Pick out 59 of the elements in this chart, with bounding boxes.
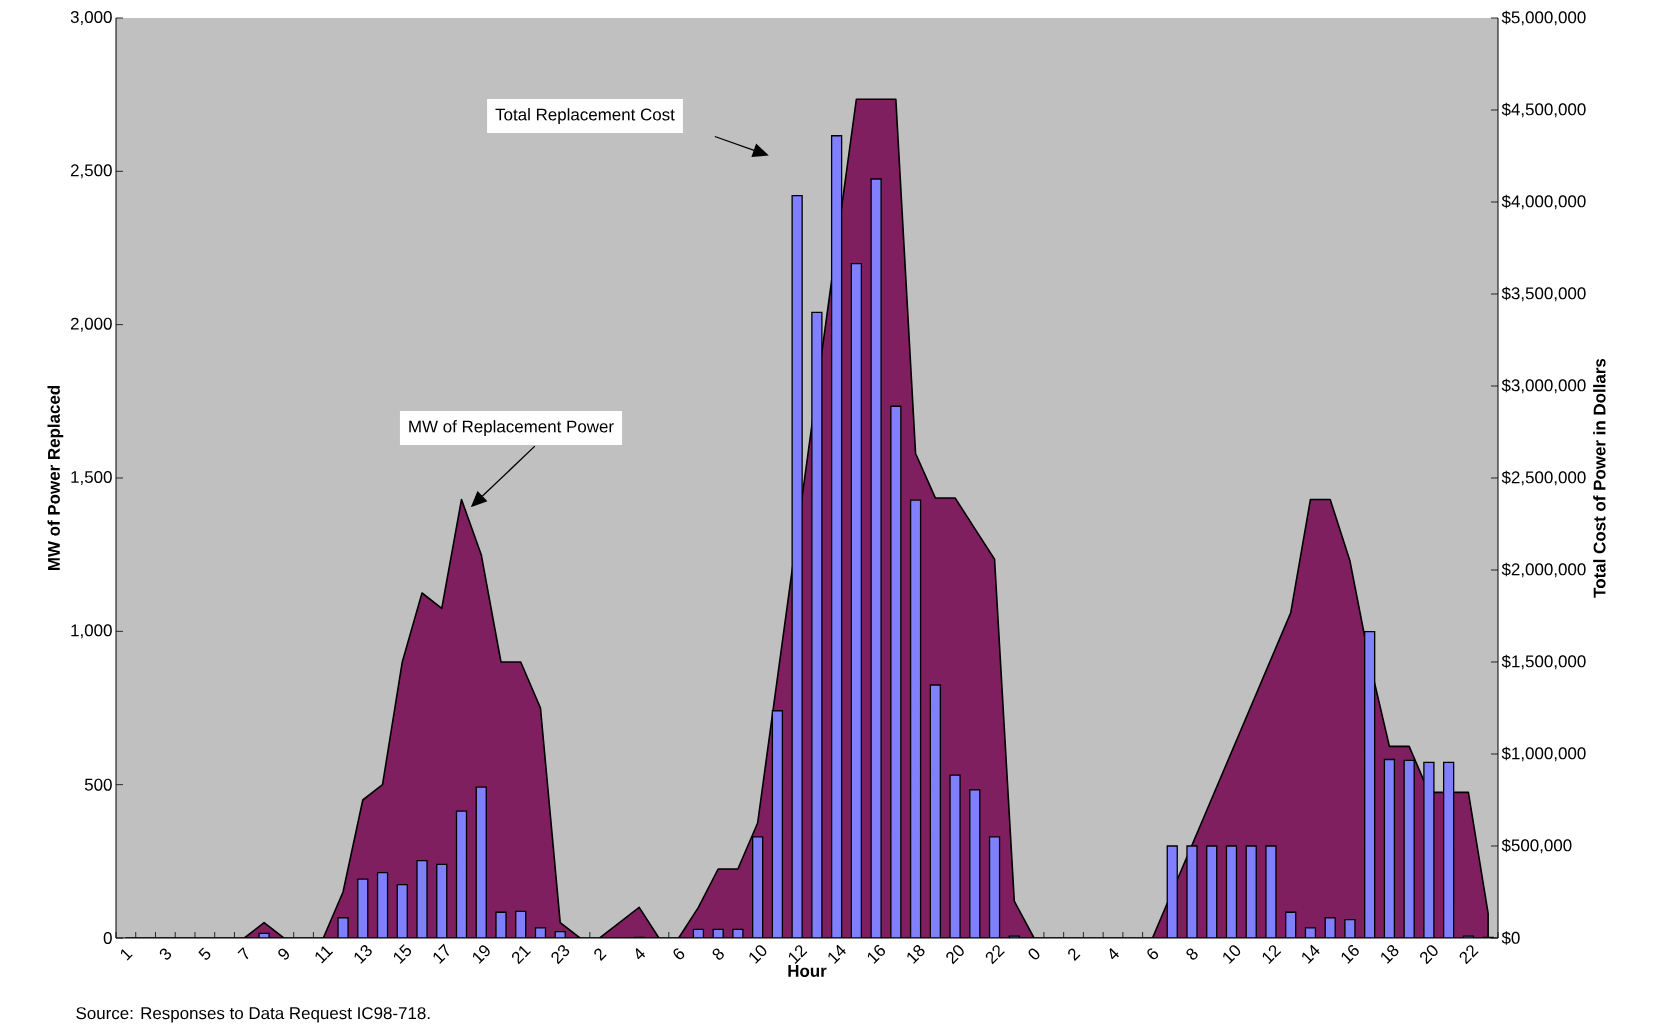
x-tick-label: 9 xyxy=(278,948,289,960)
x-tick-label: 2 xyxy=(594,948,607,961)
x-tick-label: 16 xyxy=(1341,945,1359,964)
x-tick-label: 13 xyxy=(354,945,372,964)
y2-tick-label: $2,500,000 xyxy=(1501,470,1586,486)
x-tick-label: 0 xyxy=(1028,948,1040,960)
x-tick-label: 15 xyxy=(393,944,412,964)
x-tick-label: 8 xyxy=(712,948,724,960)
x-tick-label: 12 xyxy=(1262,945,1282,964)
annotation: Total Replacement Cost xyxy=(495,108,675,124)
source-note: Source: Responses to Data Request IC98-718. xyxy=(76,1007,430,1023)
y-tick-label: 500 xyxy=(84,778,112,791)
x-tick-label: 20 xyxy=(946,945,964,965)
y2-tick-label: $4,000,000 xyxy=(1501,194,1586,210)
x-tick-label: 22 xyxy=(985,945,1005,965)
x-axis-title: Hour xyxy=(788,965,827,977)
y-tick-label: 2,500 xyxy=(70,164,112,179)
x-tick-label: 18 xyxy=(907,945,925,964)
x-tick-label: 4 xyxy=(635,948,646,960)
y2-tick-label: $3,000,000 xyxy=(1501,378,1586,394)
x-tick-label: 23 xyxy=(551,945,570,965)
y-tick-label: 3,000 xyxy=(70,10,112,25)
y2-tick-label: $500,000 xyxy=(1501,838,1572,854)
y2-axis-title: Total Cost of Power in Dollars xyxy=(1593,358,1606,598)
x-tick-label: 10 xyxy=(749,945,767,964)
x-tick-label: 20 xyxy=(1420,945,1438,965)
x-tick-label: 6 xyxy=(1147,948,1159,960)
y2-tick-label: $5,000,000 xyxy=(1501,10,1586,26)
x-tick-label: 22 xyxy=(1459,945,1479,965)
x-tick-label: 10 xyxy=(1223,945,1241,964)
y2-tick-label: $2,000,000 xyxy=(1501,562,1586,578)
x-tick-label: 16 xyxy=(867,945,885,964)
x-tick-label: 2 xyxy=(1068,948,1081,961)
y2-tick-label: $4,500,000 xyxy=(1501,102,1586,118)
x-tick-label: 14 xyxy=(1302,944,1320,964)
x-tick-label: 12 xyxy=(788,945,808,964)
x-tick-label: 17 xyxy=(433,943,450,964)
x-tick-label: 4 xyxy=(1109,948,1119,960)
y-tick-label: 1,500 xyxy=(71,471,112,485)
y-tick-label: 2,000 xyxy=(70,317,112,332)
x-tick-label: 19 xyxy=(472,945,490,964)
x-tick-label: 8 xyxy=(1186,948,1198,960)
x-tick-label: 1 xyxy=(120,949,133,961)
y-tick-label: 1,000 xyxy=(71,624,112,639)
x-tick-label: 14 xyxy=(828,944,846,964)
y-tick-label: 0 xyxy=(103,932,112,944)
y2-tick-label: $1,500,000 xyxy=(1501,654,1586,670)
y2-tick-label: $1,000,000 xyxy=(1501,746,1586,762)
x-tick-label: 5 xyxy=(198,947,211,960)
x-tick-label: 6 xyxy=(673,948,685,960)
x-tick-label: 7 xyxy=(237,947,249,960)
x-tick-label: 11 xyxy=(315,946,334,964)
y2-tick-label: $3,500,000 xyxy=(1501,286,1586,302)
y2-tick-label: $0 xyxy=(1501,931,1520,945)
y-axis-title: MW of Power Replaced xyxy=(47,385,64,571)
annotation: MW of Replacement Power xyxy=(409,420,614,436)
x-tick-label: 21 xyxy=(511,945,531,965)
x-tick-label: 3 xyxy=(159,948,172,960)
x-tick-label: 18 xyxy=(1381,945,1399,964)
